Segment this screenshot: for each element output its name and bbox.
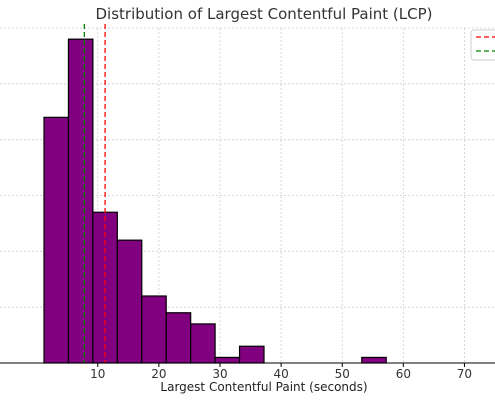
- histogram-bar-7: [214, 356, 241, 364]
- x-tick-label-1: 20: [151, 367, 166, 381]
- x-axis-title: Largest Contentful Paint (seconds): [160, 380, 367, 394]
- histogram-bar-0: [43, 116, 70, 364]
- x-tick-label-0: 10: [90, 367, 105, 381]
- x-tick-label-6: 70: [457, 367, 472, 381]
- chart-title: Distribution of Largest Contentful Paint…: [95, 5, 432, 23]
- x-ticks: 10 20 30 40 50 60 70: [90, 363, 472, 381]
- histogram-bar-1: [67, 38, 94, 364]
- legend: [470, 29, 495, 61]
- x-tick-label-5: 60: [396, 367, 411, 381]
- histogram-bar-8: [238, 345, 265, 364]
- x-tick-label-3: 40: [273, 367, 288, 381]
- reference-lines: [83, 24, 106, 363]
- histogram-bars: [43, 38, 387, 364]
- x-tick-label-2: 30: [212, 367, 227, 381]
- histogram-bar-4: [141, 295, 167, 364]
- histogram-bar-3: [116, 239, 143, 364]
- histogram-bar-9: [361, 356, 387, 364]
- histogram-bar-5: [165, 312, 192, 364]
- legend-box: [470, 29, 495, 61]
- histogram-bar-6: [190, 323, 216, 364]
- x-tick-label-4: 50: [335, 367, 350, 381]
- grid-lines: [0, 27, 495, 363]
